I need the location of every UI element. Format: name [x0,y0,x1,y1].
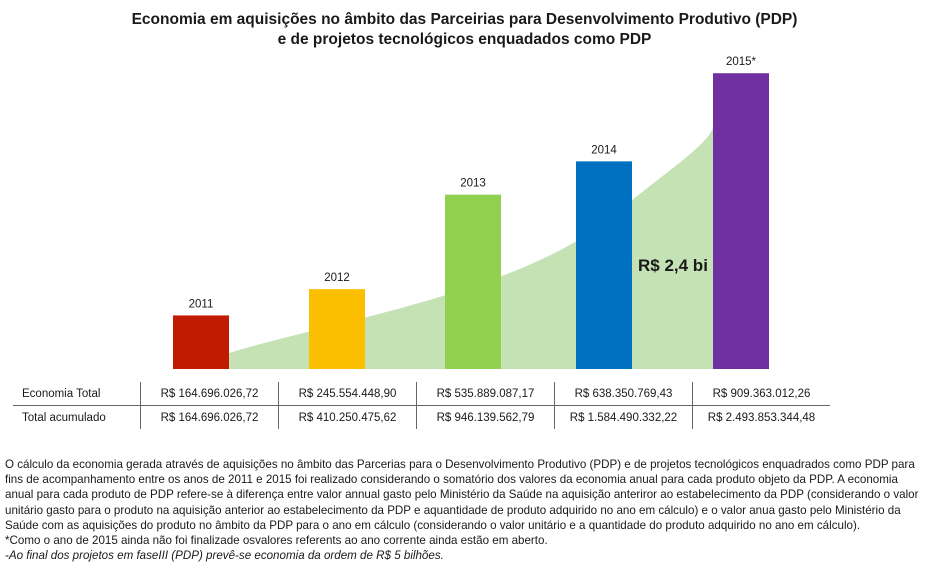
title-line-2: e de projetos tecnológicos enquadados co… [277,31,652,48]
table-cell: R$ 245.554.448,90 [278,382,417,406]
projection-note: -Ao final dos projetos em faseIII (PDP) … [5,549,444,563]
table-cell: R$ 638.350.769,43 [554,382,693,406]
bar-year-label: 2014 [591,144,617,156]
bar-year-label: 2012 [324,272,350,284]
bar-2011 [173,315,229,369]
table-cell: R$ 410.250.475,62 [278,405,417,429]
footnote: *Como o ano de 2015 ainda não foi finali… [5,534,548,548]
table-cell: R$ 946.139.562,79 [416,405,555,429]
table-cell: R$ 1.584.490.332,22 [554,405,693,429]
bar-2013 [445,194,501,369]
table-row-economia-total: Economia Total R$ 164.696.026,72 R$ 245.… [13,382,830,406]
table-cell: R$ 164.696.026,72 [140,405,279,429]
row-label: Economia Total [13,382,141,406]
bar-year-label: 2015* [726,56,757,68]
row-label: Total acumulado [22,411,106,424]
data-table: Economia Total R$ 164.696.026,72 R$ 245.… [13,382,830,429]
table-row-total-acumulado: Total acumulado R$ 164.696.026,72 R$ 410… [13,405,830,429]
table-cell: R$ 164.696.026,72 [140,382,279,406]
callout-label: R$ 2,4 bi [638,256,708,275]
bar-2015 [713,73,769,369]
bar-2012 [309,289,365,369]
bar-year-label: 2011 [189,298,214,310]
methodology-paragraph: O cálculo da economia gerada através de … [5,458,919,532]
bar-2014 [576,161,632,369]
chart-title: Economia em aquisições no âmbito das Par… [0,10,929,50]
table-cell: R$ 2.493.853.344,48 [692,405,830,429]
bar-year-label: 2013 [460,178,486,190]
notes-section: O cálculo da economia gerada através de … [5,457,925,563]
title-line-1: Economia em aquisições no âmbito das Par… [131,11,798,28]
table-cell: R$ 535.889.087,17 [416,382,555,406]
bar-chart: 2011 2012 2013 2014 2015* R$ 2,4 bi [173,56,769,369]
table-cell: R$ 909.363.012,26 [692,382,830,406]
